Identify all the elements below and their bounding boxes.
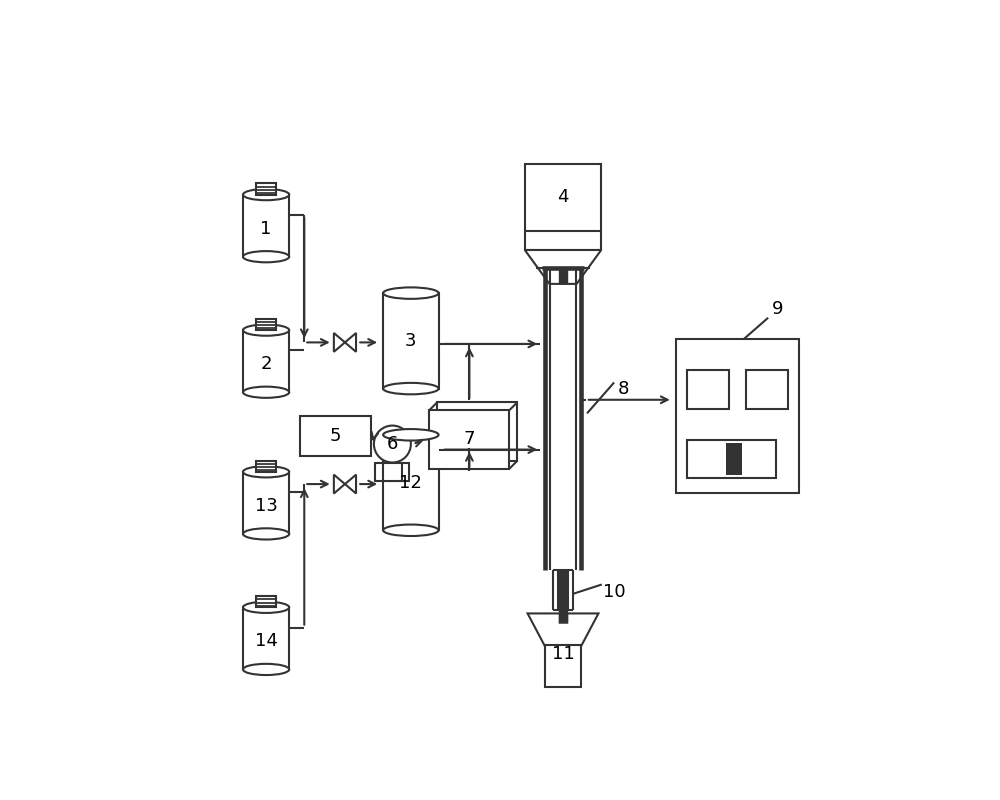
Text: 3: 3	[405, 332, 417, 350]
Bar	[256, 596, 276, 607]
Ellipse shape	[243, 602, 289, 613]
Ellipse shape	[243, 386, 289, 398]
Ellipse shape	[243, 466, 289, 478]
Ellipse shape	[383, 383, 439, 394]
Bar	[243, 472, 289, 534]
Bar	[256, 461, 276, 472]
Bar	[256, 319, 276, 330]
Bar	[243, 330, 289, 392]
Bar	[383, 293, 439, 389]
Bar	[676, 339, 799, 494]
Ellipse shape	[383, 525, 439, 536]
Ellipse shape	[383, 429, 439, 441]
Text: 4: 4	[557, 187, 569, 206]
Bar	[256, 183, 276, 194]
Text: 13: 13	[255, 497, 278, 515]
Polygon shape	[345, 333, 356, 352]
Text: 1: 1	[260, 220, 272, 238]
Polygon shape	[334, 333, 345, 352]
Text: 5: 5	[330, 427, 341, 446]
Circle shape	[374, 426, 411, 462]
Bar	[429, 410, 509, 469]
Ellipse shape	[243, 189, 289, 200]
Bar	[687, 440, 776, 478]
Ellipse shape	[243, 325, 289, 336]
Bar	[437, 402, 517, 461]
Text: 2: 2	[260, 355, 272, 374]
Polygon shape	[528, 614, 598, 646]
Text: 9: 9	[772, 299, 783, 318]
Bar	[746, 370, 788, 409]
Ellipse shape	[243, 528, 289, 539]
Ellipse shape	[243, 251, 289, 262]
Bar	[726, 442, 742, 475]
Bar	[383, 435, 439, 530]
Text: 7: 7	[464, 430, 475, 449]
Ellipse shape	[243, 664, 289, 675]
Bar	[687, 370, 729, 409]
Bar	[300, 416, 371, 456]
Text: 14: 14	[255, 633, 278, 650]
Text: 10: 10	[603, 583, 625, 601]
Bar	[383, 462, 402, 481]
Bar	[525, 164, 601, 250]
Text: 12: 12	[399, 474, 422, 491]
Text: 11: 11	[552, 645, 574, 663]
Bar	[375, 462, 409, 481]
Polygon shape	[525, 250, 601, 284]
Bar	[545, 646, 581, 687]
Text: 6: 6	[387, 435, 398, 453]
Bar	[243, 607, 289, 670]
Polygon shape	[334, 474, 345, 494]
Bar	[243, 194, 289, 257]
Polygon shape	[345, 474, 356, 494]
Text: 8: 8	[618, 379, 629, 398]
Ellipse shape	[383, 287, 439, 299]
